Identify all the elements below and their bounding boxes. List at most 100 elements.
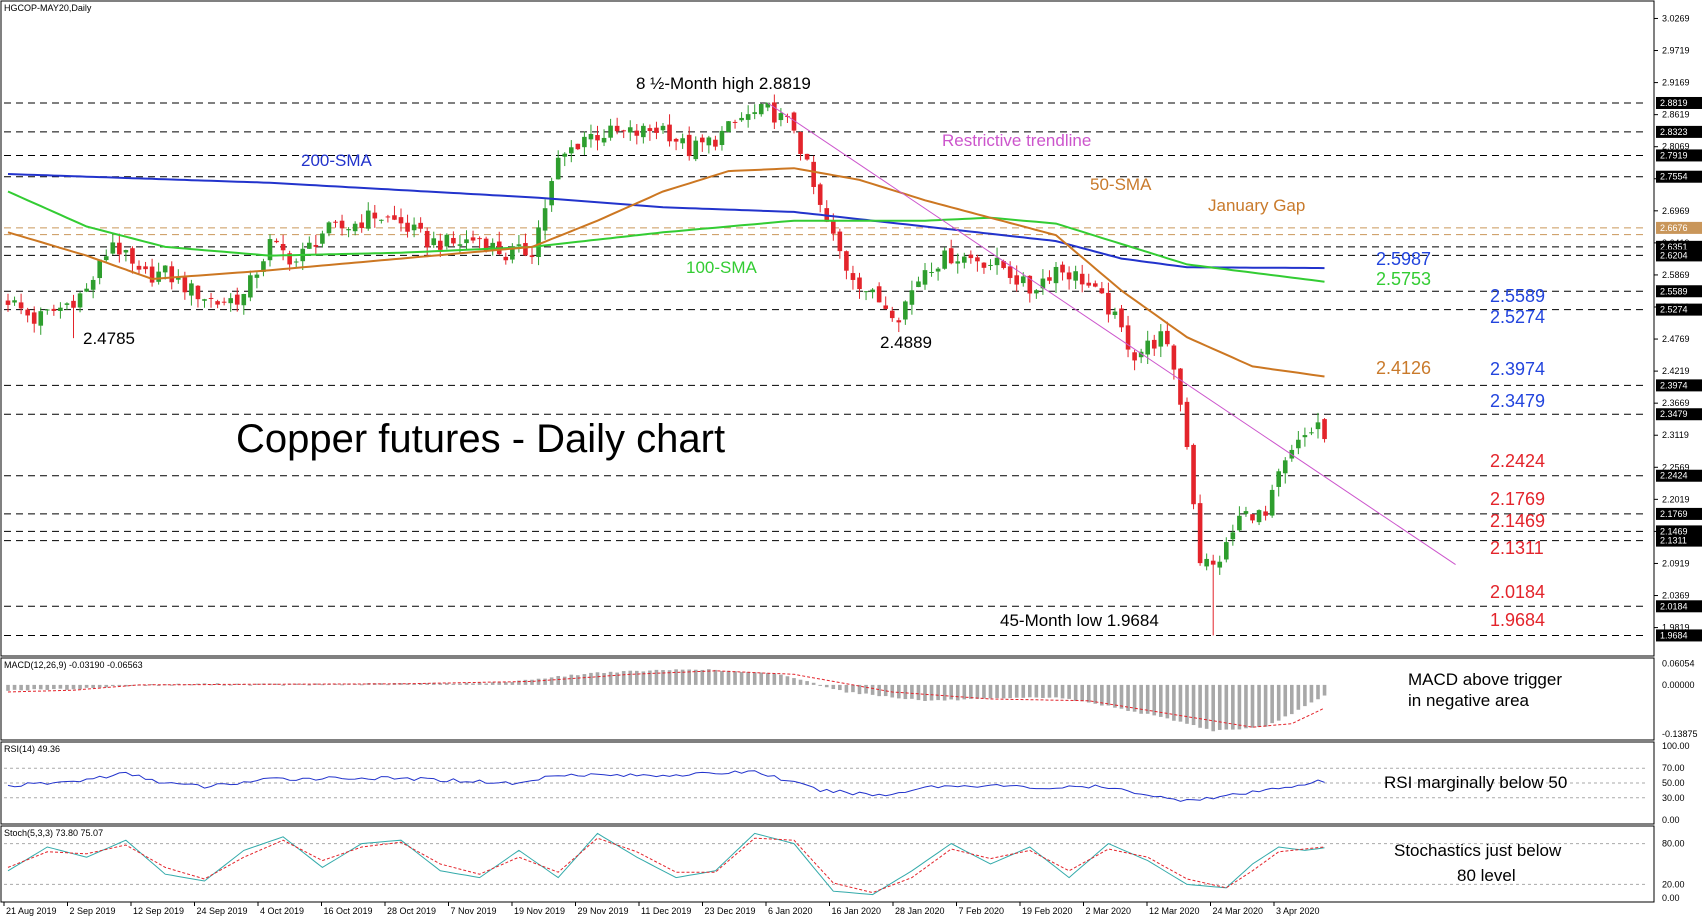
price-level-lines bbox=[4, 102, 1648, 636]
x-tick-label-7: 7 Nov 2019 bbox=[451, 906, 497, 916]
x-tick-label-9: 29 Nov 2019 bbox=[578, 906, 629, 916]
candle-body-101 bbox=[667, 124, 672, 142]
macd-bar-58 bbox=[386, 684, 390, 686]
candle-body-65 bbox=[431, 238, 437, 246]
x-tick-label-11: 23 Dec 2019 bbox=[705, 906, 756, 916]
candle-body-94 bbox=[621, 130, 626, 132]
x-tick-label-14: 28 Jan 2020 bbox=[895, 906, 945, 916]
macd-bar-109 bbox=[720, 671, 724, 685]
level-badge-15: 2.1311 bbox=[1660, 536, 1687, 546]
candle-body-199 bbox=[1309, 432, 1314, 434]
macd-bar-152 bbox=[1001, 684, 1006, 699]
macd-annotation-line-2: in negative area bbox=[1408, 691, 1530, 710]
candle-body-181 bbox=[1191, 444, 1196, 505]
price-tick-label-14: 2.2569 bbox=[1662, 462, 1690, 472]
candle-body-7 bbox=[51, 308, 57, 311]
candle-body-124 bbox=[817, 184, 823, 205]
candle-body-10 bbox=[71, 300, 76, 308]
macd-bar-182 bbox=[1198, 684, 1202, 728]
stochastic-panel-header: Stoch(5,3,3) 73.80 75.07 bbox=[4, 828, 103, 838]
level-badge-3: 2.7554 bbox=[1660, 172, 1688, 182]
macd-tick-label-0: 0.06054 bbox=[1662, 659, 1695, 669]
macd-bar-34 bbox=[228, 684, 233, 686]
candle-body-84 bbox=[555, 157, 561, 180]
level-badge-14: 2.1469 bbox=[1660, 526, 1688, 536]
stochastic-indicator bbox=[4, 832, 1648, 896]
candle-body-147 bbox=[968, 254, 974, 259]
macd-bar-22 bbox=[150, 684, 154, 686]
rsi-panel-header: RSI(14) 49.36 bbox=[4, 744, 60, 754]
macd-bar-6 bbox=[45, 684, 50, 690]
level-badge-12: 2.2424 bbox=[1660, 471, 1688, 481]
macd-bar-199 bbox=[1309, 684, 1314, 703]
candle-body-161 bbox=[1060, 264, 1065, 273]
macd-bar-168 bbox=[1106, 684, 1111, 706]
sma-line-100-sma bbox=[7, 190, 1325, 283]
candle-body-165 bbox=[1086, 282, 1092, 286]
candle-body-167 bbox=[1099, 288, 1105, 294]
macd-bar-102 bbox=[674, 669, 678, 685]
macd-bar-123 bbox=[811, 682, 816, 685]
candle-body-198 bbox=[1302, 435, 1308, 438]
candle-body-110 bbox=[726, 121, 731, 132]
candle-body-100 bbox=[660, 125, 666, 131]
candle-body-44 bbox=[293, 261, 299, 263]
macd-indicator bbox=[6, 669, 1327, 732]
candle-body-162 bbox=[1066, 272, 1072, 280]
macd-bar-28 bbox=[189, 684, 194, 686]
candle-body-31 bbox=[208, 297, 214, 299]
macd-bar-121 bbox=[798, 679, 803, 685]
macd-bar-77 bbox=[510, 682, 515, 685]
macd-bar-13 bbox=[91, 684, 95, 688]
macd-bar-177 bbox=[1165, 684, 1170, 719]
candle-body-74 bbox=[490, 242, 495, 250]
candle-body-25 bbox=[169, 266, 175, 283]
candle-body-32 bbox=[215, 301, 220, 305]
macd-bar-90 bbox=[595, 672, 600, 685]
candle-body-157 bbox=[1034, 290, 1039, 294]
candle-body-54 bbox=[359, 222, 364, 229]
macd-bar-120 bbox=[792, 678, 796, 685]
macd-bar-64 bbox=[425, 683, 429, 685]
macd-bar-125 bbox=[824, 684, 829, 688]
macd-bar-134 bbox=[883, 684, 888, 697]
price-tick-label-15: 2.2019 bbox=[1662, 494, 1690, 504]
candle-body-138 bbox=[909, 290, 915, 305]
candle-body-143 bbox=[942, 250, 947, 269]
macd-bar-186 bbox=[1224, 684, 1229, 730]
macd-bar-0 bbox=[6, 684, 10, 691]
stochastic-d-line bbox=[7, 837, 1325, 894]
macd-bar-198 bbox=[1303, 684, 1307, 707]
macd-bar-37 bbox=[248, 684, 253, 686]
level-badge-bg-0 bbox=[1656, 96, 1702, 109]
macd-bar-99 bbox=[654, 669, 659, 685]
annotation-low-2-4785: 2.4785 bbox=[83, 329, 135, 348]
candle-body-2 bbox=[18, 302, 24, 309]
candle-body-52 bbox=[346, 229, 351, 231]
candle-body-26 bbox=[176, 277, 181, 280]
price-tick-label-4: 2.8069 bbox=[1662, 142, 1690, 152]
macd-bar-81 bbox=[536, 678, 541, 685]
candle-body-39 bbox=[261, 261, 266, 272]
candle-body-77 bbox=[510, 248, 515, 260]
candle-body-118 bbox=[778, 113, 784, 121]
candle-body-80 bbox=[529, 255, 535, 258]
sma-line-50-sma bbox=[7, 167, 1325, 378]
macd-bar-149 bbox=[982, 684, 986, 699]
rsi-tick-label-0: 100.00 bbox=[1662, 741, 1690, 751]
macd-bar-5 bbox=[38, 684, 43, 690]
macd-bar-41 bbox=[274, 683, 279, 685]
macd-bar-108 bbox=[713, 669, 718, 685]
macd-bar-162 bbox=[1067, 684, 1071, 699]
candle-body-151 bbox=[994, 257, 1000, 266]
level-label-2-1769: 2.1769 bbox=[1490, 489, 1545, 509]
macd-bar-191 bbox=[1257, 684, 1261, 728]
candle-body-85 bbox=[562, 153, 568, 157]
candle-body-56 bbox=[372, 212, 378, 219]
price-level-badges: 2.8819 2.8323 2.7919 2.7554 2.6676 2.63512.62… bbox=[1656, 96, 1702, 642]
candle-body-189 bbox=[1243, 511, 1249, 514]
x-tick-label-16: 19 Feb 2020 bbox=[1022, 906, 1073, 916]
candle-body-16 bbox=[110, 242, 116, 254]
